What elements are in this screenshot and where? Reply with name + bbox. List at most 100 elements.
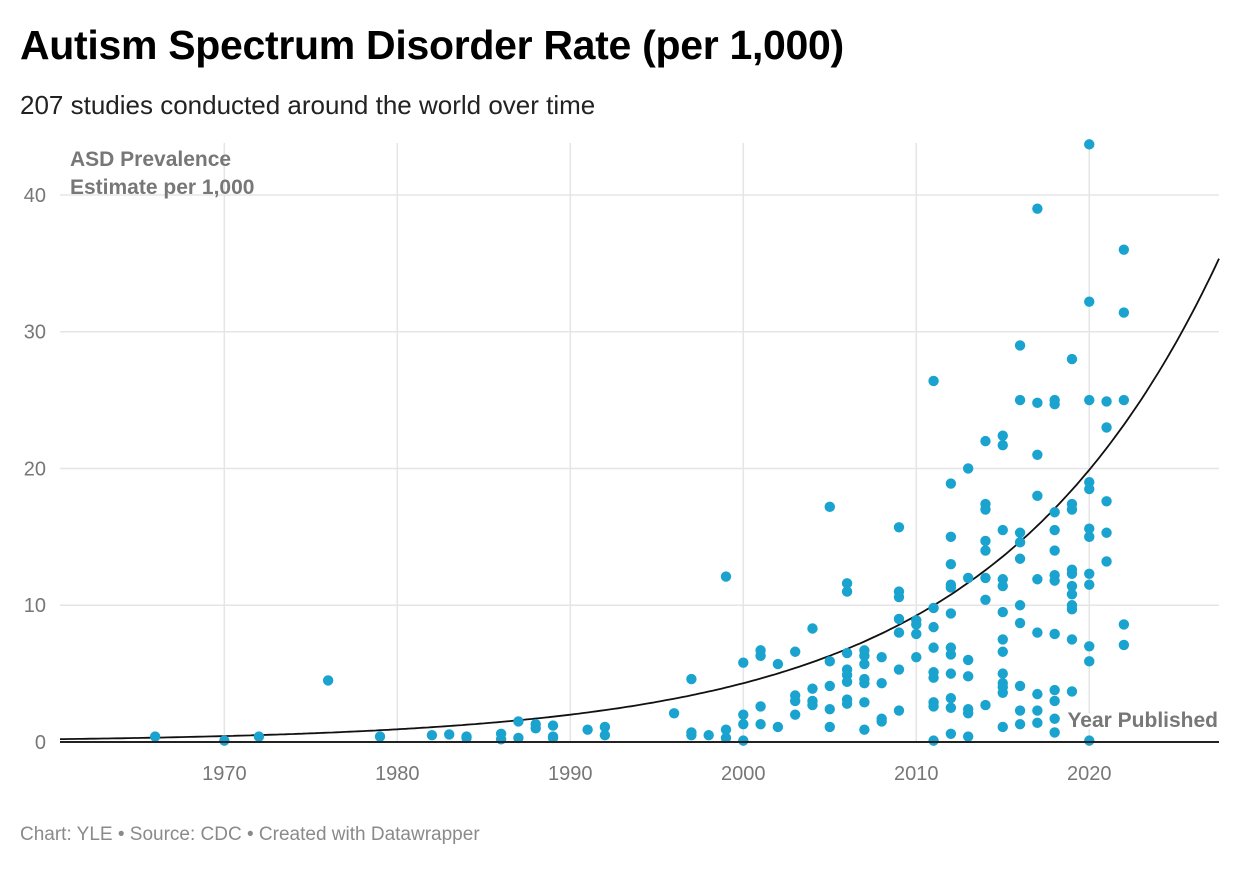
data-point xyxy=(1118,394,1130,406)
data-point xyxy=(755,719,766,730)
data-point xyxy=(668,708,680,719)
data-point xyxy=(893,613,905,625)
data-point xyxy=(738,719,749,730)
data-point xyxy=(962,671,974,682)
data-point xyxy=(1066,589,1078,600)
data-point xyxy=(824,501,835,512)
chart-title: Autism Spectrum Disorder Rate (per 1,000… xyxy=(20,22,844,68)
data-point xyxy=(1014,600,1026,611)
data-point xyxy=(1066,686,1078,697)
data-point xyxy=(911,628,922,640)
data-point xyxy=(807,683,818,694)
data-point xyxy=(1049,695,1060,707)
data-point xyxy=(322,675,334,686)
data-point xyxy=(997,524,1008,536)
data-point xyxy=(1084,656,1095,667)
data-point xyxy=(859,677,870,689)
data-point xyxy=(426,729,438,741)
chart-subtitle: 207 studies conducted around the world o… xyxy=(20,90,596,120)
data-point xyxy=(928,621,939,633)
data-point xyxy=(962,708,974,719)
x-tick-label: 2000 xyxy=(721,763,766,785)
data-point xyxy=(789,646,801,657)
data-point xyxy=(1101,556,1112,567)
data-point xyxy=(1049,713,1060,724)
data-point xyxy=(997,606,1008,618)
x-axis-label: Year Published xyxy=(1067,709,1218,732)
y-tick-label: 30 xyxy=(24,322,46,344)
data-point xyxy=(1049,545,1060,556)
data-point xyxy=(1118,244,1130,255)
data-point xyxy=(1066,580,1078,592)
data-point xyxy=(893,522,905,533)
data-point xyxy=(1049,684,1060,696)
data-point xyxy=(841,676,853,688)
data-point xyxy=(253,731,265,742)
data-point xyxy=(859,650,870,662)
data-point xyxy=(1084,568,1095,579)
data-point xyxy=(945,559,957,570)
data-point xyxy=(1066,604,1078,615)
data-point xyxy=(1032,688,1043,700)
data-point xyxy=(911,652,922,663)
data-point xyxy=(599,729,611,741)
data-point xyxy=(686,727,697,738)
data-point xyxy=(876,677,887,689)
y-tick-label: 10 xyxy=(24,595,46,617)
data-point xyxy=(945,693,957,704)
data-point xyxy=(1084,523,1095,534)
data-point xyxy=(720,732,732,744)
data-point xyxy=(1032,705,1043,716)
data-point xyxy=(1014,553,1026,564)
data-point xyxy=(1066,353,1078,365)
data-point xyxy=(1032,627,1043,638)
data-point xyxy=(824,703,835,715)
data-point xyxy=(893,591,905,603)
data-point xyxy=(841,578,853,589)
data-point xyxy=(1032,449,1043,461)
data-point xyxy=(1118,639,1130,651)
data-point xyxy=(876,652,887,663)
chart-footer: Chart: YLE • Source: CDC • Created with … xyxy=(20,824,480,845)
data-point xyxy=(980,435,991,447)
data-point xyxy=(1032,203,1043,214)
data-point xyxy=(980,594,991,605)
data-point xyxy=(547,732,559,744)
x-tick-label: 1970 xyxy=(202,763,247,785)
data-point xyxy=(755,650,766,662)
data-point xyxy=(980,572,991,584)
x-tick-label: 2020 xyxy=(1067,763,1112,785)
data-point xyxy=(962,463,974,474)
data-point xyxy=(824,656,835,667)
data-point xyxy=(599,721,611,733)
y-tick-label: 20 xyxy=(24,458,46,480)
data-point xyxy=(945,531,957,543)
data-point xyxy=(1118,307,1130,318)
data-point xyxy=(495,728,507,739)
data-point xyxy=(1066,634,1078,645)
data-point xyxy=(980,535,991,547)
data-point xyxy=(703,729,714,741)
data-point xyxy=(841,647,853,659)
data-point xyxy=(789,695,801,707)
data-point xyxy=(1014,537,1026,548)
data-point xyxy=(824,721,835,733)
data-point xyxy=(997,440,1008,451)
data-point xyxy=(1101,496,1112,507)
data-point xyxy=(1032,717,1043,729)
data-point xyxy=(962,654,974,666)
data-point xyxy=(772,721,784,733)
data-point xyxy=(513,716,524,727)
data-point xyxy=(893,705,905,716)
data-point xyxy=(945,702,957,714)
data-point xyxy=(461,731,472,742)
data-point xyxy=(1084,735,1095,746)
data-point xyxy=(997,430,1008,441)
data-point xyxy=(824,680,835,692)
data-point xyxy=(686,673,697,685)
data-point xyxy=(1049,727,1060,738)
data-point xyxy=(1014,617,1026,629)
data-point xyxy=(962,572,974,584)
data-point xyxy=(1118,619,1130,630)
